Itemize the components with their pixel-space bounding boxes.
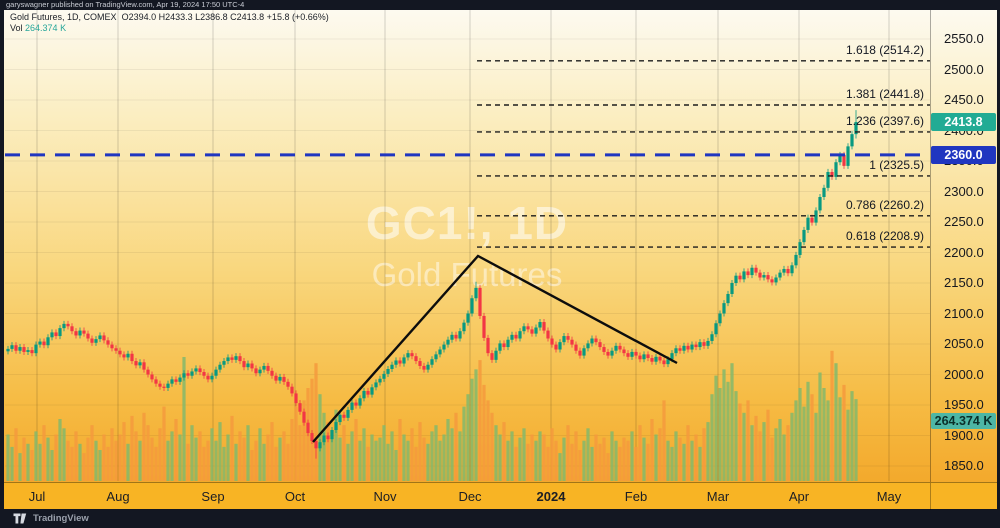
chart-legend[interactable]: Gold Futures, 1D, COMEX O2394.0 H2433.3 …: [10, 12, 329, 34]
volume-bars: [6, 350, 858, 481]
volume-value: 264.374 K: [25, 23, 67, 33]
legend-ohlc-values: O2394.0 H2433.3 L2386.8 C2413.8 +15.8 (+…: [121, 12, 329, 22]
alert-price-badge: 2360.0: [931, 145, 996, 164]
price-axis-tick: 2200.0: [944, 244, 984, 260]
last-price-badge: 2413.8: [931, 113, 996, 132]
candles-layer: [6, 110, 858, 459]
footer-bar: TradingView: [0, 509, 1000, 528]
volume-badge: 264.374 K: [931, 413, 996, 429]
price-axis-tick: 2250.0: [944, 214, 984, 229]
fib-level-label: 1.236 (2397.6): [845, 113, 924, 128]
publish-text: garyswagner published on TradingView.com…: [6, 0, 245, 9]
legend-line-2: Vol 264.374 K: [10, 23, 329, 34]
price-axis-tick: 2550.0: [944, 31, 984, 46]
tradingview-logo-icon[interactable]: [13, 513, 28, 524]
time-axis-label-jul: Jul: [28, 489, 46, 504]
tradingview-brand-text[interactable]: TradingView: [33, 513, 89, 524]
legend-line-1: Gold Futures, 1D, COMEX O2394.0 H2433.3 …: [10, 12, 329, 23]
chart-canvas[interactable]: [0, 10, 930, 509]
price-axis-tick: 1950.0: [944, 397, 984, 412]
price-axis-tick: 2050.0: [944, 336, 984, 351]
vertical-gridlines: [36, 10, 890, 481]
price-axis-tick: 2100.0: [944, 305, 984, 321]
price-axis-tick: 2300.0: [944, 183, 984, 199]
price-axis-tick: 2500.0: [944, 61, 984, 77]
time-axis-label-may: May: [876, 489, 902, 504]
publish-info-bar: garyswagner published on TradingView.com…: [0, 0, 1000, 10]
fib-level-label: 0.786 (2260.2): [845, 197, 924, 212]
price-axis[interactable]: [930, 10, 997, 482]
time-axis-label-aug: Aug: [106, 489, 130, 504]
price-axis-tick: 1900.0: [944, 427, 984, 443]
time-axis-label-sep: Sep: [201, 489, 225, 504]
time-axis-label-2024: 2024: [536, 489, 566, 504]
fib-level-label: 1.381 (2441.8): [845, 87, 924, 101]
fib-level-label: 0.618 (2208.9): [845, 229, 924, 244]
price-axis-tick: 2150.0: [944, 275, 984, 290]
price-axis-tick: 1850.0: [944, 458, 984, 473]
time-axis-label-feb: Feb: [624, 489, 648, 504]
time-axis-label-apr: Apr: [788, 489, 810, 504]
fib-level-label: 1 (2325.5): [869, 157, 924, 172]
trendline-zigzag[interactable]: [312, 254, 678, 443]
time-axis-label-nov: Nov: [373, 489, 397, 504]
fib-level-label: 1.618 (2514.2): [845, 42, 924, 57]
volume-label: Vol: [10, 23, 23, 33]
fib-extension-lines[interactable]: [477, 60, 930, 248]
time-axis[interactable]: Jul Aug Sep Oct Nov Dec 2024 Feb Mar Apr May: [4, 482, 997, 510]
time-axis-label-mar: Mar: [706, 489, 730, 504]
time-axis-label-dec: Dec: [458, 489, 482, 504]
axis-corner-separator: [930, 483, 931, 510]
price-axis-tick: 2000.0: [944, 366, 984, 382]
price-axis-tick: 2450.0: [944, 92, 984, 107]
legend-symbol-title: Gold Futures, 1D, COMEX: [10, 12, 117, 22]
time-axis-label-oct: Oct: [284, 489, 306, 504]
